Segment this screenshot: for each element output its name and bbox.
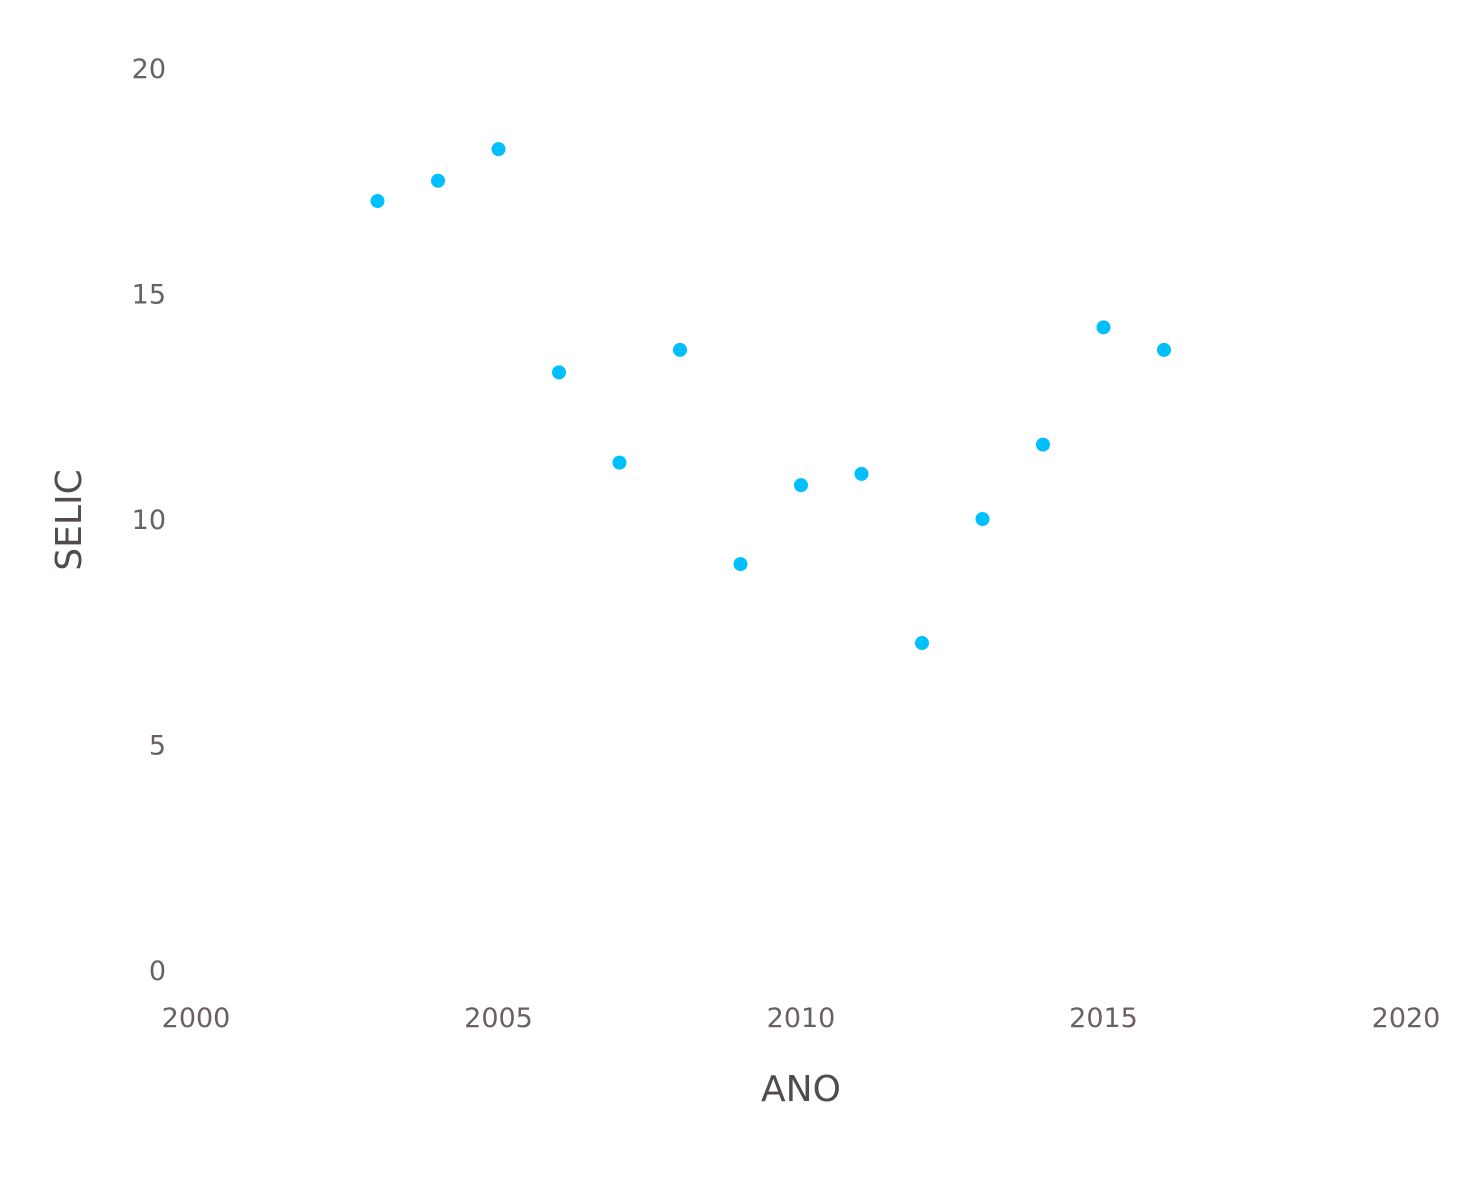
data-point [431, 173, 445, 188]
x-tick-label: 2010 [767, 1003, 836, 1034]
y-axis-ticks: 0 5 10 15 20 [132, 54, 166, 987]
data-point [915, 636, 929, 651]
x-tick-label: 2015 [1069, 1003, 1138, 1034]
y-tick-label: 0 [149, 956, 166, 987]
data-point [975, 512, 990, 526]
x-tick-label: 2000 [162, 1003, 231, 1034]
x-tick-label: 2020 [1372, 1003, 1441, 1034]
y-tick-label: 20 [132, 54, 166, 85]
data-point [673, 342, 687, 357]
data-point [794, 478, 808, 493]
y-axis-title: SELIC [49, 469, 90, 570]
y-tick-label: 15 [132, 280, 166, 311]
x-axis-title: ANO [761, 1069, 841, 1110]
data-point [370, 194, 385, 209]
x-axis-ticks: 2000 2005 2010 2015 2020 [162, 1003, 1441, 1034]
data-point [491, 142, 506, 157]
data-point [1157, 342, 1171, 357]
data-point [612, 455, 627, 470]
data-point [1036, 437, 1050, 452]
data-point [733, 557, 748, 572]
data-point [1096, 320, 1111, 335]
x-tick-label: 2005 [464, 1003, 533, 1034]
data-point [552, 365, 566, 380]
y-tick-label: 10 [132, 505, 166, 536]
data-point [854, 466, 869, 481]
y-tick-label: 5 [149, 731, 166, 762]
data-points [370, 142, 1171, 651]
